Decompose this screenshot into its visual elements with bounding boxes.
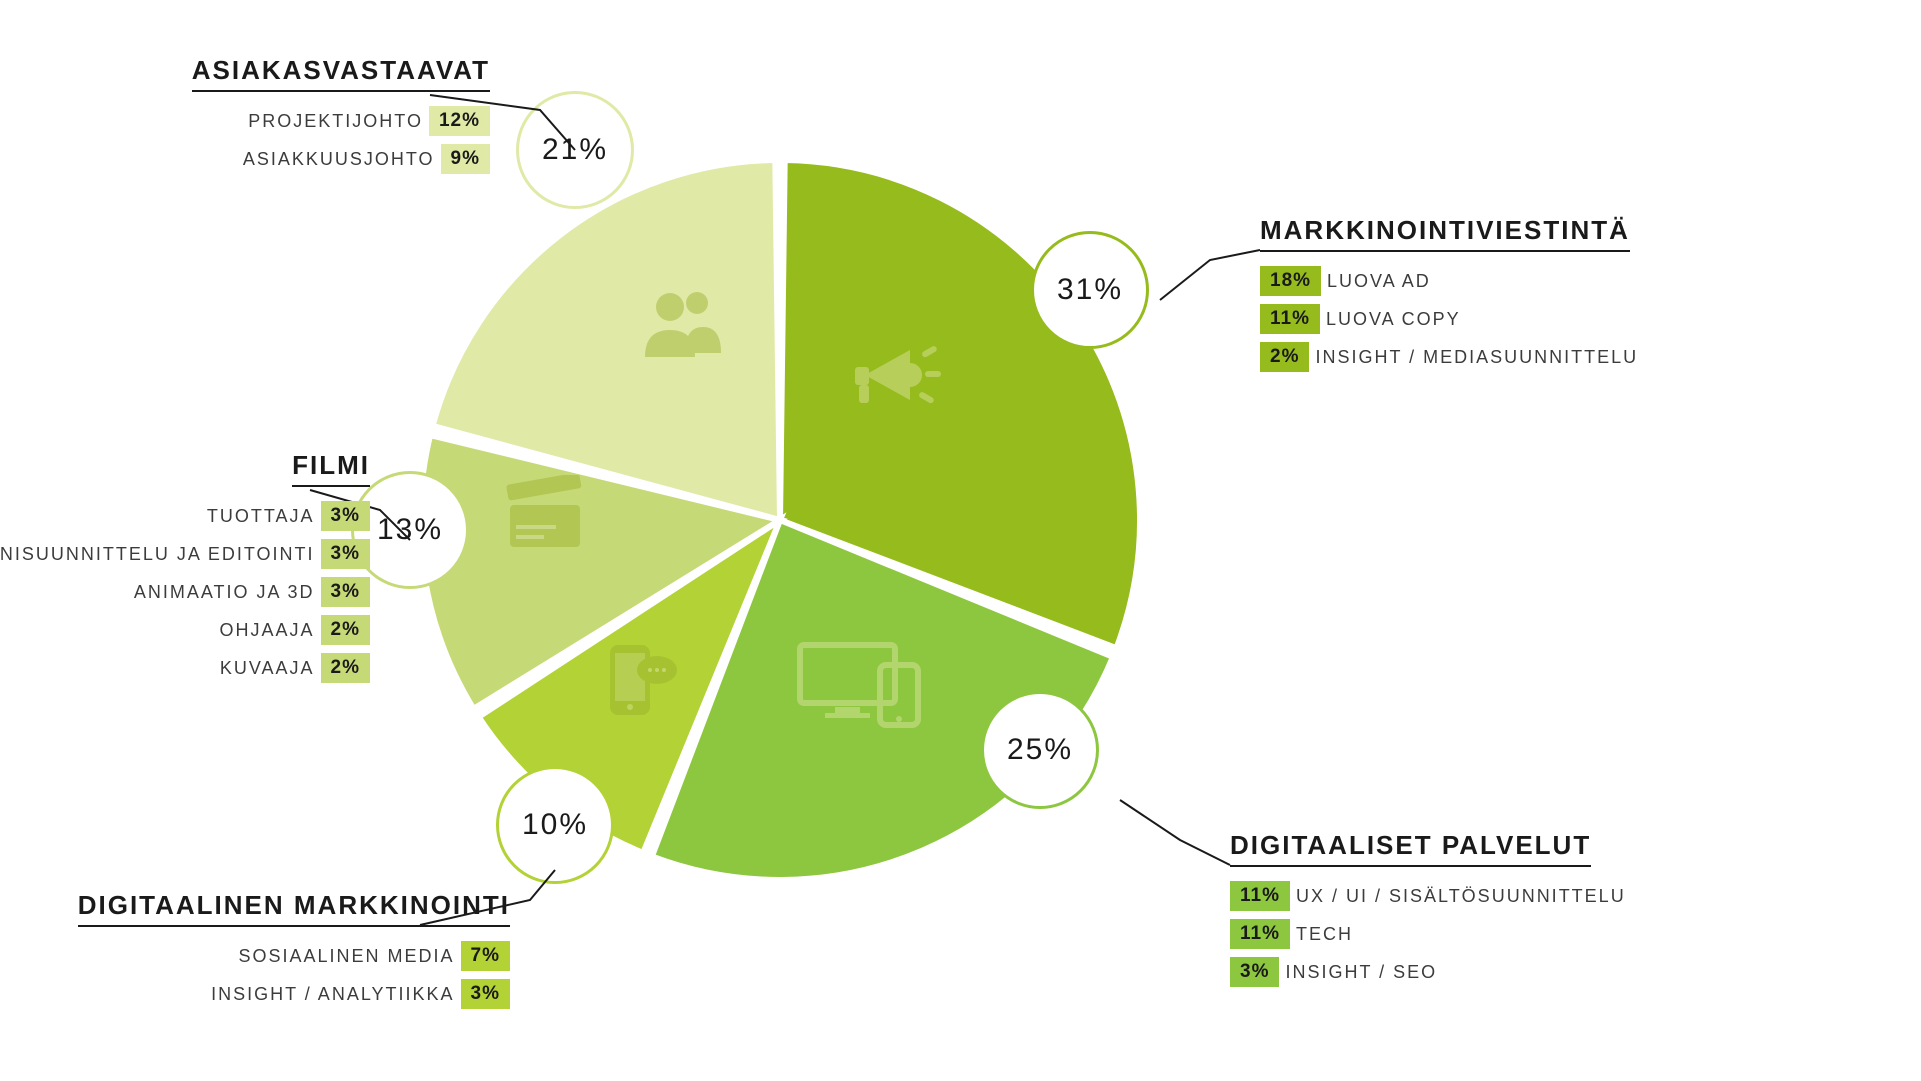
row-digimark-0: SOSIAALINEN MEDIA 7%	[78, 937, 510, 975]
title-digimark: DIGITAALINEN MARKKINOINTI	[78, 890, 510, 927]
row-label: LUOVA COPY	[1326, 309, 1461, 330]
row-filmi-2: ANIMAATIO JA 3D 3%	[0, 573, 370, 611]
row-markkinointi-2: 2% INSIGHT / MEDIASUUNNITTELU	[1260, 338, 1638, 376]
rows-asiakas: PROJEKTIJOHTO 12% ASIAKKUUSJOHTO 9%	[192, 102, 490, 178]
row-label: TECH	[1296, 924, 1353, 945]
row-markkinointi-1: 11% LUOVA COPY	[1260, 300, 1638, 338]
section-markkinointi: MARKKINOINTIVIESTINTÄ 18% LUOVA AD 11% LUOV…	[1260, 215, 1638, 376]
badge-markkinointi: 31%	[1031, 231, 1149, 349]
row-filmi-4: KUVAAJA 2%	[0, 649, 370, 687]
title-markkinointi: MARKKINOINTIVIESTINTÄ	[1260, 215, 1630, 252]
row-asiakas-0: PROJEKTIJOHTO 12%	[192, 102, 490, 140]
row-label: UX / UI / SISÄLTÖSUUNNITTELU	[1296, 886, 1626, 907]
title-filmi: FILMI	[292, 450, 370, 487]
row-label: OHJAAJA	[220, 620, 315, 641]
row-label: ANIMAATIO JA 3D	[134, 582, 315, 603]
section-digimark: DIGITAALINEN MARKKINOINTI SOSIAALINEN ME…	[78, 890, 510, 1013]
row-filmi-3: OHJAAJA 2%	[0, 611, 370, 649]
row-digimark-1: INSIGHT / ANALYTIIKKA 3%	[78, 975, 510, 1013]
row-pct: 3%	[321, 539, 370, 569]
row-digipalv-2: 3% INSIGHT / SEO	[1230, 953, 1626, 991]
section-asiakas: ASIAKASVASTAAVAT PROJEKTIJOHTO 12% ASIAKKU…	[192, 55, 490, 178]
clapper-icon	[500, 475, 590, 555]
row-pct: 9%	[441, 144, 490, 174]
row-pct: 11%	[1230, 881, 1290, 911]
row-digipalv-1: 11% TECH	[1230, 915, 1626, 953]
people-icon	[635, 285, 735, 365]
row-pct: 3%	[1230, 957, 1279, 987]
row-pct: 3%	[321, 501, 370, 531]
row-pct: 11%	[1230, 919, 1290, 949]
row-label: INSIGHT / MEDIASUUNNITTELU	[1315, 347, 1638, 368]
row-filmi-0: TUOTTAJA 3%	[0, 497, 370, 535]
row-label: LUOVA AD	[1327, 271, 1431, 292]
row-markkinointi-0: 18% LUOVA AD	[1260, 262, 1638, 300]
row-pct: 12%	[429, 106, 490, 136]
row-pct: 2%	[321, 615, 370, 645]
title-asiakas: ASIAKASVASTAAVAT	[192, 55, 490, 92]
section-filmi: FILMI TUOTTAJA3%ÄÄNISUUNNITTELU JA EDITO…	[0, 450, 370, 687]
rows-filmi: TUOTTAJA 3% ÄÄNISUUNNITTELU JA EDITOINTI 3%…	[0, 497, 370, 687]
badge-digipalv: 25%	[981, 691, 1099, 809]
row-label: TUOTTAJA	[207, 506, 315, 527]
row-pct: 7%	[461, 941, 510, 971]
row-label: ASIAKKUUSJOHTO	[243, 149, 435, 170]
row-label: INSIGHT / ANALYTIIKKA	[211, 984, 454, 1005]
row-label: SOSIAALINEN MEDIA	[238, 946, 454, 967]
row-label: INSIGHT / SEO	[1285, 962, 1437, 983]
row-filmi-1: ÄÄNISUUNNITTELU JA EDITOINTI 3%	[0, 535, 370, 573]
infographic-stage: 21% 13% 10% 25% 31%	[0, 0, 1921, 1081]
phone-chat-icon	[595, 635, 685, 725]
row-pct: 3%	[461, 979, 510, 1009]
badge-digimark-label: 10%	[522, 808, 588, 842]
row-pct: 2%	[321, 653, 370, 683]
megaphone-icon	[845, 325, 955, 420]
row-label: KUVAAJA	[220, 658, 315, 679]
section-digipalv: DIGITAALISET PALVELUT 11% UX / UI / SISÄL…	[1230, 830, 1626, 991]
badge-asiakas: 21%	[516, 91, 634, 209]
row-label: PROJEKTIJOHTO	[248, 111, 423, 132]
badge-digipalv-label: 25%	[1007, 733, 1073, 767]
rows-digimark: SOSIAALINEN MEDIA 7% INSIGHT / ANALYTIIKKA…	[78, 937, 510, 1013]
row-pct: 3%	[321, 577, 370, 607]
badge-digimark: 10%	[496, 766, 614, 884]
row-digipalv-0: 11% UX / UI / SISÄLTÖSUUNNITTELU	[1230, 877, 1626, 915]
title-digipalv: DIGITAALISET PALVELUT	[1230, 830, 1591, 867]
row-pct: 18%	[1260, 266, 1321, 296]
rows-markkinointi: 18% LUOVA AD 11% LUOVA COPY 2% INSIGHT / MEDI…	[1260, 262, 1638, 376]
rows-digipalv: 11% UX / UI / SISÄLTÖSUUNNITTELU 11% TECH 3%…	[1230, 877, 1626, 991]
row-pct: 2%	[1260, 342, 1309, 372]
row-label: ÄÄNISUUNNITTELU JA EDITOINTI	[0, 544, 315, 565]
badge-asiakas-label: 21%	[542, 133, 608, 167]
badge-markkinointi-label: 31%	[1057, 273, 1123, 307]
row-asiakas-1: ASIAKKUUSJOHTO 9%	[192, 140, 490, 178]
screens-icon	[795, 635, 925, 730]
badge-filmi-label: 13%	[377, 513, 443, 547]
row-pct: 11%	[1260, 304, 1320, 334]
